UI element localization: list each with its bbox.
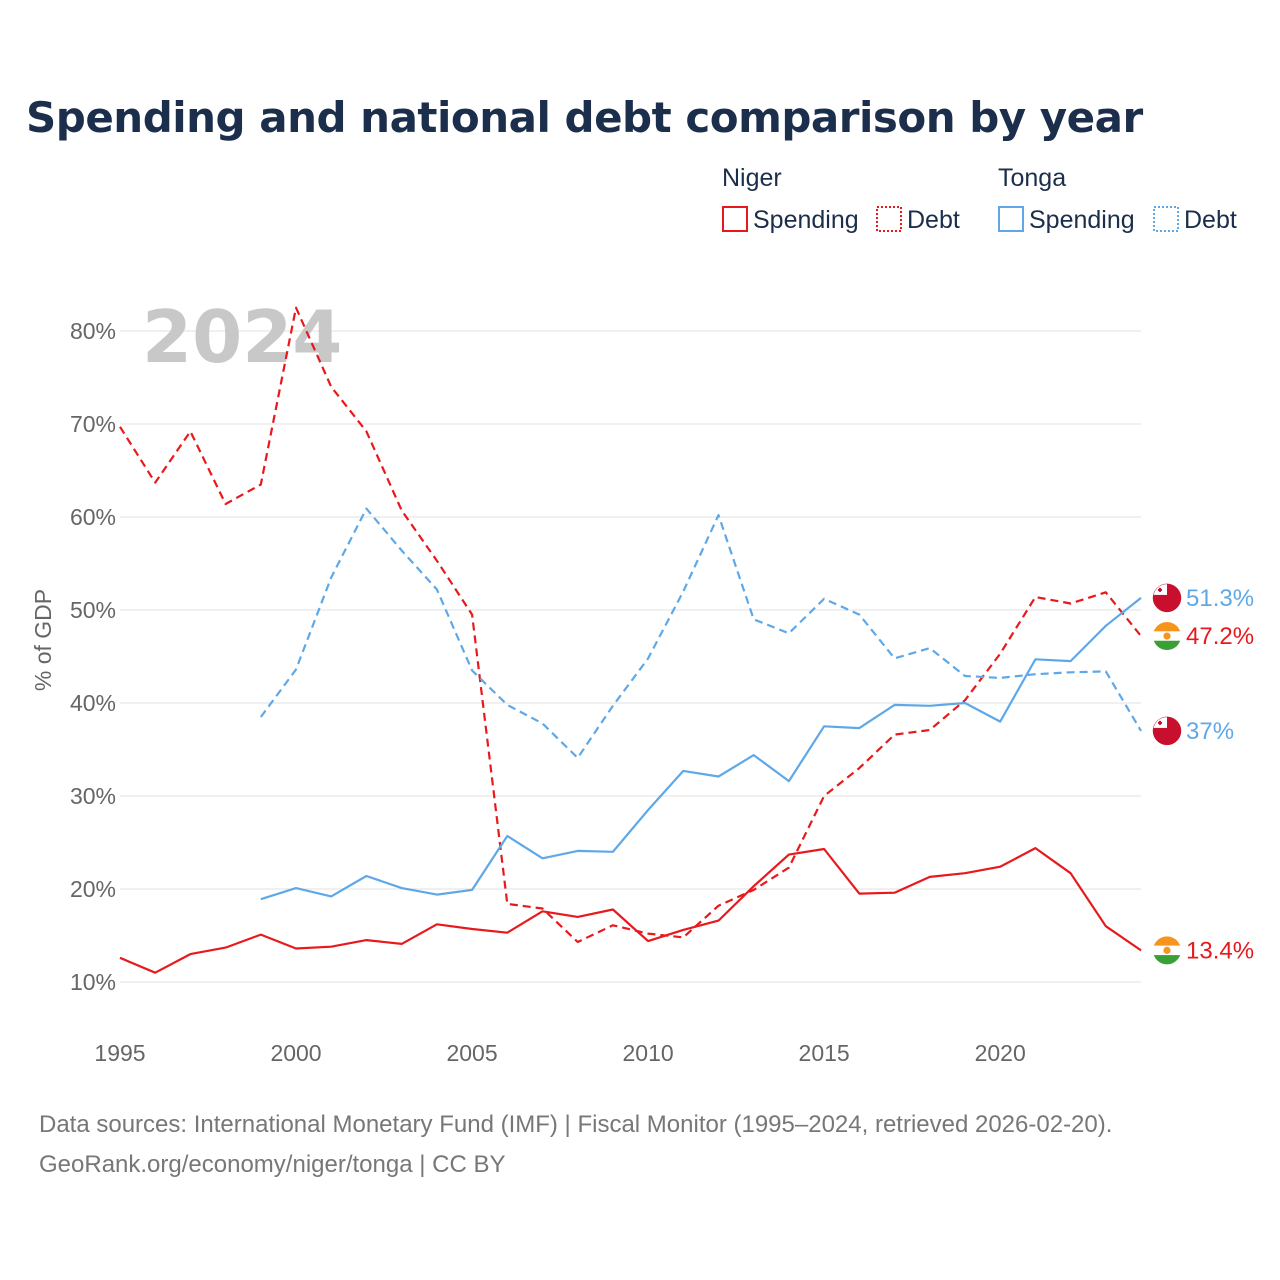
legend-swatch-niger-spending [722, 206, 748, 232]
y-axis-label: % of GDP [30, 589, 56, 691]
x-tick-label: 2015 [799, 1040, 850, 1066]
x-tick-label: 2000 [270, 1040, 321, 1066]
end-value-label: 13.4% [1186, 937, 1254, 964]
end-marker-tonga-spending: 51.3% [1152, 583, 1254, 613]
end-marker-tonga-debt: 37% [1152, 716, 1234, 746]
end-marker-niger-debt: 47.2% [1153, 622, 1254, 651]
legend-group-niger: Niger [722, 164, 782, 192]
legend-label-tonga-spending: Spending [1029, 206, 1135, 234]
legend-label-niger-spending: Spending [753, 206, 859, 234]
x-tick-label: 2010 [623, 1040, 674, 1066]
niger-flag-icon [1153, 622, 1181, 651]
niger-flag-icon [1153, 936, 1181, 965]
legend-swatch-niger-debt [876, 206, 902, 232]
end-value-label: 47.2% [1186, 623, 1254, 650]
source-line-1: Data sources: International Monetary Fun… [39, 1111, 1112, 1138]
series-line-niger-spending [119, 846, 1142, 974]
y-tick-label: 20% [70, 876, 116, 902]
x-tick-label: 2020 [975, 1040, 1026, 1066]
legend-label-tonga-debt: Debt [1184, 206, 1237, 234]
y-tick-label: 40% [70, 690, 116, 716]
chart-title: Spending and national debt comparison by… [26, 93, 1143, 142]
end-value-label: 51.3% [1186, 585, 1254, 612]
grid [120, 330, 1141, 983]
y-axis: 10% 20% 30% 40% 50% 60% 70% 80% [70, 318, 116, 995]
y-tick-label: 10% [70, 969, 116, 995]
y-tick-label: 50% [70, 597, 116, 623]
x-tick-label: 2005 [446, 1040, 497, 1066]
legend-swatch-tonga-spending [998, 206, 1024, 232]
x-tick-label: 1995 [94, 1040, 145, 1066]
legend-label-niger-debt: Debt [907, 206, 960, 234]
y-tick-label: 30% [70, 783, 116, 809]
source-line-2: GeoRank.org/economy/niger/tonga | CC BY [39, 1151, 505, 1178]
series-line-tonga-debt [259, 507, 1142, 760]
legend-group-tonga: Tonga [998, 164, 1066, 192]
year-watermark: 2024 [142, 295, 342, 379]
y-tick-label: 60% [70, 504, 116, 530]
legend-swatch-tonga-debt [1153, 206, 1179, 232]
end-value-label: 37% [1186, 718, 1234, 745]
series-line-niger-debt [119, 306, 1142, 944]
y-tick-label: 80% [70, 318, 116, 344]
end-markers: 47.2% 13.4% 37% 51.3% [1152, 583, 1254, 965]
series [119, 306, 1142, 974]
end-marker-niger-spending: 13.4% [1153, 936, 1254, 965]
series-line-tonga-spending [260, 597, 1142, 901]
x-axis: 1995 2000 2005 2010 2015 2020 [94, 1040, 1025, 1066]
legend: Niger Spending Debt Tonga Spending Debt [722, 164, 1237, 234]
y-tick-label: 70% [70, 411, 116, 437]
